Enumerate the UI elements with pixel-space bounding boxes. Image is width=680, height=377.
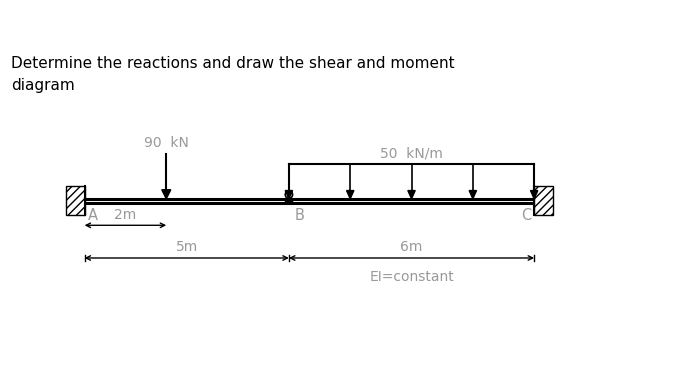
Text: EI=constant: EI=constant <box>369 270 454 284</box>
Text: Determine the reactions and draw the shear and moment: Determine the reactions and draw the she… <box>11 56 454 70</box>
Bar <box>66 186 84 216</box>
Text: 2m: 2m <box>114 208 137 222</box>
Polygon shape <box>469 190 477 199</box>
Polygon shape <box>162 190 171 199</box>
Bar <box>534 186 553 216</box>
Text: 90  kN: 90 kN <box>144 136 189 150</box>
Text: B: B <box>295 208 305 223</box>
Polygon shape <box>408 190 415 199</box>
Text: diagram: diagram <box>11 78 75 93</box>
Text: 5m: 5m <box>175 240 198 254</box>
Text: C: C <box>521 208 531 223</box>
Text: 50  kN/m: 50 kN/m <box>380 147 443 161</box>
Polygon shape <box>347 190 354 199</box>
Polygon shape <box>285 190 292 199</box>
Polygon shape <box>530 190 538 199</box>
Text: 6m: 6m <box>401 240 423 254</box>
Bar <box>286 199 292 202</box>
Text: A: A <box>88 208 98 223</box>
